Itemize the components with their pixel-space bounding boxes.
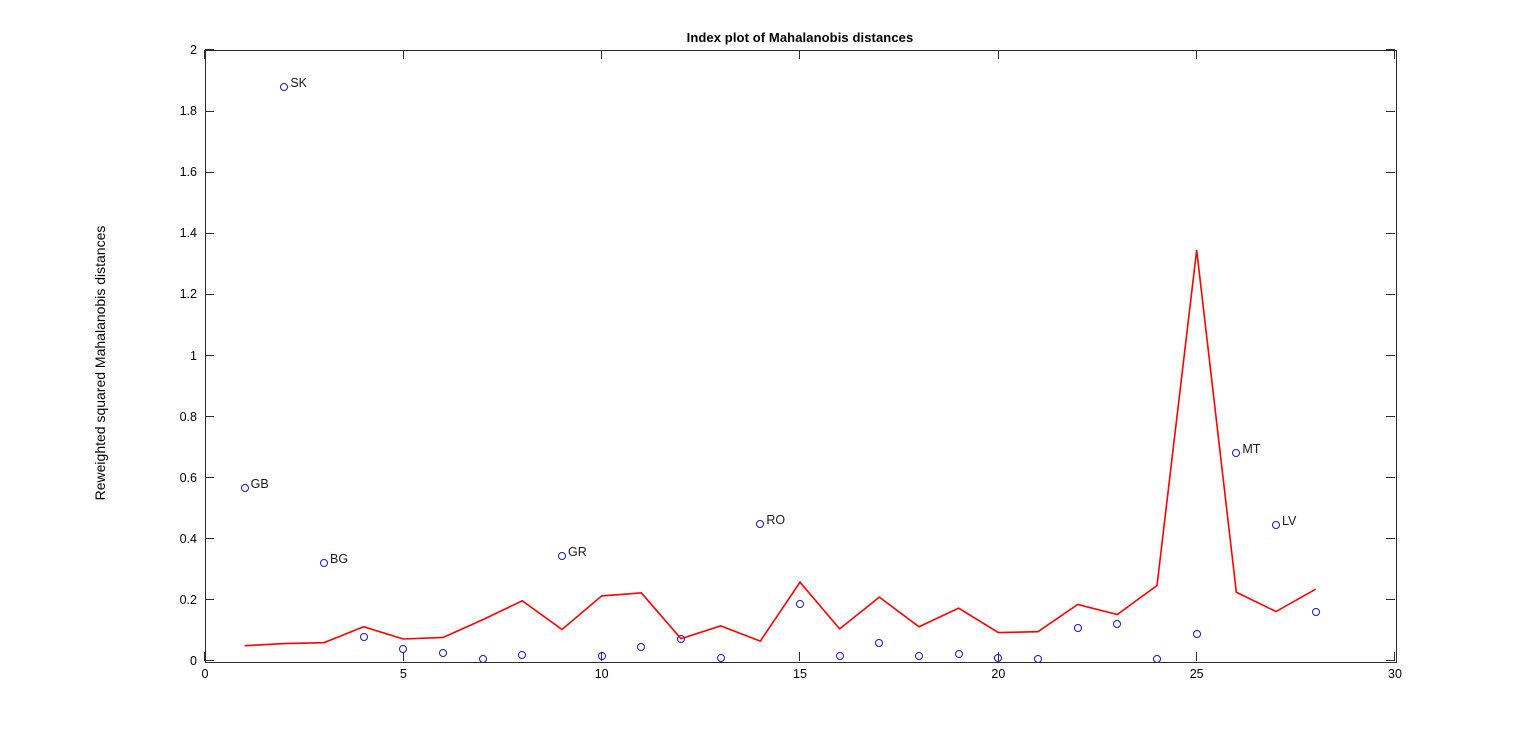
y-tick-mark — [1386, 171, 1395, 173]
y-tick-mark — [1386, 416, 1395, 417]
x-tick-mark — [402, 50, 404, 59]
y-tick-mark — [205, 232, 214, 234]
data-point-marker — [1272, 521, 1280, 530]
y-tick-mark — [1386, 477, 1395, 479]
point-label-mt: MT — [1242, 442, 1261, 457]
y-tick-label: 1 — [190, 348, 197, 363]
y-tick-mark — [205, 110, 214, 112]
x-tick-mark — [204, 50, 206, 59]
y-tick-label: 0.4 — [179, 531, 197, 546]
y-tick-mark — [205, 416, 214, 417]
x-tick-label: 15 — [793, 667, 807, 681]
y-tick-mark — [1386, 49, 1395, 51]
x-tick-mark — [1196, 652, 1198, 661]
x-tick-label: 20 — [991, 667, 1006, 681]
y-tick-mark — [205, 477, 214, 479]
x-tick-mark — [1394, 652, 1396, 661]
x-tick-label: 10 — [594, 667, 609, 681]
data-point-marker — [1192, 630, 1201, 639]
y-axis-label: Reweighted squared Mahalanobis distances — [92, 225, 108, 501]
data-point-marker — [518, 650, 527, 659]
data-point-marker — [1073, 624, 1082, 632]
x-tick-label: 25 — [1189, 667, 1204, 681]
x-tick-label: 5 — [399, 667, 407, 681]
data-point-marker — [1153, 654, 1161, 663]
plot-inner — [206, 51, 1396, 662]
y-tick-label: 1.2 — [179, 287, 197, 302]
x-tick-label: 30 — [1388, 667, 1402, 681]
y-tick-label: 1.8 — [179, 104, 197, 119]
y-tick-label: 0 — [190, 654, 197, 668]
data-point-marker — [835, 651, 844, 660]
plot-area — [205, 50, 1397, 663]
y-tick-mark — [205, 171, 214, 173]
x-tick-mark — [997, 50, 999, 59]
chart-title: Index plot of Mahalanobis distances — [686, 30, 914, 45]
point-label-gb: GB — [250, 477, 269, 492]
y-tick-label: 1.6 — [179, 165, 197, 180]
y-tick-label: 2 — [190, 43, 197, 57]
y-tick-mark — [1386, 232, 1395, 234]
y-tick-mark — [1386, 599, 1395, 601]
y-tick-label: 0.8 — [179, 409, 197, 424]
x-tick-mark — [204, 652, 206, 661]
point-label-bg: BG — [330, 552, 349, 567]
x-tick-mark — [799, 50, 801, 59]
y-tick-mark — [1386, 538, 1395, 540]
data-point-marker — [994, 653, 1003, 662]
x-tick-mark — [799, 652, 801, 661]
data-point-marker — [1311, 608, 1320, 617]
y-tick-mark — [205, 538, 214, 540]
data-point-marker — [280, 82, 289, 91]
x-tick-mark — [402, 652, 404, 661]
data-point-marker — [915, 651, 923, 660]
data-point-marker — [439, 649, 447, 658]
y-tick-label: 0.2 — [179, 592, 197, 607]
point-label-lv: LV — [1282, 514, 1297, 529]
data-point-marker — [597, 652, 606, 661]
y-tick-mark — [205, 660, 214, 662]
y-tick-mark — [1386, 293, 1395, 295]
data-point-marker — [359, 632, 368, 641]
x-tick-label: 0 — [201, 667, 209, 681]
y-tick-mark — [205, 293, 214, 295]
data-point-marker — [1034, 655, 1042, 664]
data-point-marker — [716, 653, 725, 662]
y-tick-mark — [1386, 660, 1395, 662]
data-point-marker — [677, 634, 685, 643]
data-point-marker — [954, 649, 963, 658]
y-tick-label: 0.6 — [179, 470, 197, 485]
point-label-ro: RO — [766, 512, 786, 527]
y-tick-mark — [1386, 110, 1395, 112]
point-label-gr: GR — [568, 544, 587, 559]
x-tick-mark — [1196, 50, 1198, 59]
y-tick-label: 1.4 — [179, 226, 197, 241]
y-tick-mark — [205, 599, 214, 601]
point-label-sk: SK — [290, 75, 308, 90]
x-tick-mark — [1394, 50, 1396, 59]
y-tick-mark — [1386, 354, 1395, 356]
data-point-marker — [558, 551, 566, 560]
y-tick-mark — [205, 49, 214, 51]
data-point-marker — [478, 654, 487, 663]
data-point-marker — [756, 519, 765, 528]
y-tick-mark — [205, 354, 214, 356]
x-tick-mark — [601, 50, 603, 59]
